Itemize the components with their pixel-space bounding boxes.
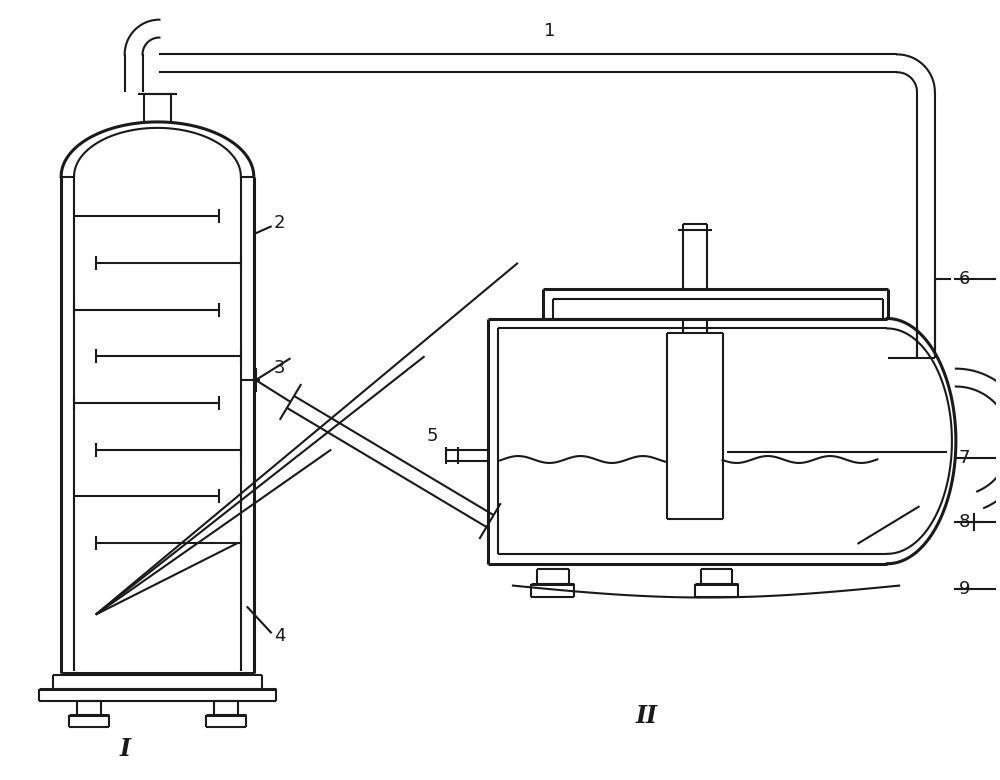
Text: 9: 9 bbox=[959, 580, 970, 597]
Text: I: I bbox=[119, 737, 130, 761]
Text: 2: 2 bbox=[274, 215, 285, 232]
Text: 8: 8 bbox=[959, 513, 970, 531]
Text: 3: 3 bbox=[274, 359, 285, 378]
Text: 5: 5 bbox=[427, 427, 438, 445]
Text: 4: 4 bbox=[274, 627, 285, 645]
Text: 6: 6 bbox=[959, 270, 970, 288]
Text: 1: 1 bbox=[544, 22, 555, 40]
Text: 7: 7 bbox=[959, 448, 970, 466]
Text: II: II bbox=[636, 704, 658, 728]
